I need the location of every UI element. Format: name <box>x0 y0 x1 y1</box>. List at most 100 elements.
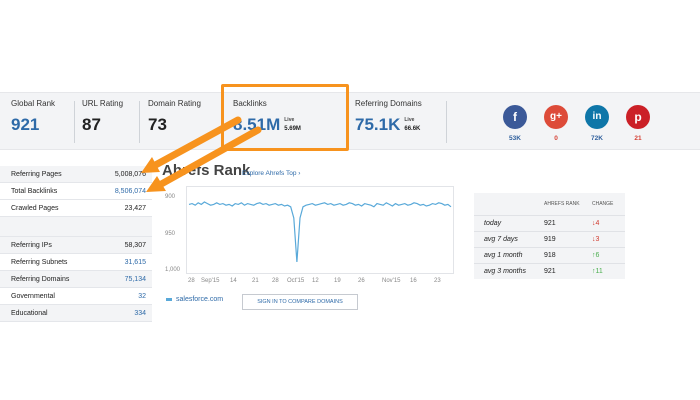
metrics-bar: Global Rank 921 URL Rating 87 Domain Rat… <box>0 92 700 150</box>
backlinks-value: 8.51M <box>233 115 281 134</box>
pinterest-count: 21 <box>634 135 642 142</box>
table-row: today 921 ↓4 <box>474 215 625 231</box>
divider <box>446 101 447 143</box>
x-tick-label: 21 <box>252 278 259 284</box>
rank-series-line <box>188 201 452 263</box>
referring-domains-live-value: 66.6K <box>404 126 421 132</box>
divider <box>139 101 140 143</box>
referring-domains-value-wrap: 75.1K Live 66.6K <box>355 115 422 135</box>
row-value: 58,307 <box>124 241 146 249</box>
rank-value: 921 <box>544 220 556 227</box>
x-tick-label: 23 <box>434 278 441 284</box>
x-tick-label: 28 <box>272 278 279 284</box>
backlinks-metric: Backlinks 8.51M Live 5.69M <box>233 99 301 135</box>
ahrefs-rank-chart <box>186 186 454 274</box>
url-rating-label: URL Rating <box>82 99 124 108</box>
domain-rating-metric: Domain Rating 73 <box>148 99 201 135</box>
backlinks-highlight-box <box>221 84 349 151</box>
table-row: Governmental 32 <box>0 288 152 305</box>
linkedin-icon[interactable]: in <box>585 105 609 129</box>
table-row: Referring Subnets 31,615 <box>0 254 152 271</box>
referring-domains-metric: Referring Domains 75.1K Live 66.6K <box>355 99 422 135</box>
header-change: CHANGE <box>592 201 614 207</box>
table-row: Crawled Pages 23,427 <box>0 200 152 217</box>
rank-value: 921 <box>544 268 556 275</box>
row-label: Referring Domains <box>11 275 70 283</box>
table-row: avg 3 months 921 ↑11 <box>474 263 625 279</box>
global-rank-metric: Global Rank 921 <box>11 99 55 135</box>
x-tick-label: 12 <box>312 278 319 284</box>
row-value-link[interactable]: 334 <box>134 309 146 317</box>
period-label: avg 1 month <box>484 252 523 259</box>
y-tick-label: 900 <box>165 194 176 200</box>
referring-domains-value: 75.1K <box>355 115 401 134</box>
row-value: 23,427 <box>124 204 146 212</box>
row-value-link[interactable]: 75,134 <box>124 275 146 283</box>
arrow-to-total-backlinks <box>152 126 262 191</box>
table-row: Referring Pages 5,008,076 <box>0 166 152 183</box>
referring-domains-live: Live 66.6K <box>404 116 420 134</box>
backlink-profile-table: Referring Pages 5,008,076 Total Backlinks… <box>0 166 152 322</box>
backlinks-value-wrap: 8.51M Live 5.69M <box>233 115 301 135</box>
legend-label: salesforce.com <box>176 296 224 303</box>
x-tick-label: Sep'15 <box>201 278 220 284</box>
linkedin-count: 72K <box>591 135 603 142</box>
domain-rating-label: Domain Rating <box>148 99 201 108</box>
change-value: ↑6 <box>592 252 600 259</box>
row-value: 5,008,076 <box>114 170 146 178</box>
x-tick-label: 16 <box>410 278 417 284</box>
row-label: Crawled Pages <box>11 204 59 212</box>
facebook-share[interactable]: f 53K <box>500 105 530 142</box>
facebook-count: 53K <box>509 135 521 142</box>
legend-swatch <box>166 297 172 301</box>
change-value: ↑11 <box>592 268 603 275</box>
backlinks-label: Backlinks <box>233 99 267 108</box>
y-tick-label: 950 <box>165 231 176 237</box>
row-label: Total Backlinks <box>11 187 58 195</box>
x-tick-label: 26 <box>358 278 365 284</box>
explore-ahrefs-top-link[interactable]: Explore Ahrefs Top › <box>242 170 301 177</box>
global-rank-value: 921 <box>11 115 40 134</box>
table-spacer <box>0 217 152 237</box>
x-tick-label: Nov'15 <box>382 278 401 284</box>
period-label: avg 7 days <box>484 236 518 243</box>
google-plus-icon[interactable]: g+ <box>544 105 568 129</box>
table-row: Referring Domains 75,134 <box>0 271 152 288</box>
backlinks-live-label: Live <box>284 117 295 123</box>
row-value-link[interactable]: 32 <box>138 292 146 300</box>
x-tick-label: 19 <box>334 278 341 284</box>
table-row: avg 7 days 919 ↓3 <box>474 231 625 247</box>
x-tick-label: 28 <box>188 278 195 284</box>
table-row: avg 1 month 918 ↑6 <box>474 247 625 263</box>
google-plus-count: 0 <box>554 135 558 142</box>
table-row: Referring IPs 58,307 <box>0 237 152 254</box>
facebook-icon[interactable]: f <box>503 105 527 129</box>
sign-in-compare-button[interactable]: SIGN IN TO COMPARE DOMAINS <box>242 294 358 310</box>
linkedin-share[interactable]: in 72K <box>582 105 612 142</box>
referring-domains-label: Referring Domains <box>355 99 422 108</box>
row-value-link[interactable]: 31,615 <box>124 258 146 266</box>
rank-value: 919 <box>544 236 556 243</box>
divider <box>74 101 75 143</box>
arrow-head-total-backlinks <box>146 176 166 192</box>
row-label: Referring IPs <box>11 241 52 249</box>
table-row: Educational 334 <box>0 305 152 322</box>
change-value: ↓4 <box>592 220 600 227</box>
pinterest-share[interactable]: p 21 <box>623 105 653 142</box>
backlinks-live: Live 5.69M <box>284 116 301 134</box>
table-row: Total Backlinks 8,506,074 <box>0 183 152 200</box>
x-tick-label: Oct'15 <box>287 278 305 284</box>
row-value-link[interactable]: 8,506,074 <box>114 187 146 195</box>
change-value: ↓3 <box>592 236 600 243</box>
row-label: Referring Subnets <box>11 258 68 266</box>
rank-line-chart <box>188 201 452 263</box>
pinterest-icon[interactable]: p <box>626 105 650 129</box>
url-rating-metric: URL Rating 87 <box>82 99 123 135</box>
period-label: avg 3 months <box>484 268 527 275</box>
row-label: Governmental <box>11 292 55 300</box>
x-tick-label: 14 <box>230 278 237 284</box>
row-label: Referring Pages <box>11 170 62 178</box>
google-plus-share[interactable]: g+ 0 <box>541 105 571 142</box>
header-ahrefs-rank: AHREFS RANK <box>544 201 580 207</box>
